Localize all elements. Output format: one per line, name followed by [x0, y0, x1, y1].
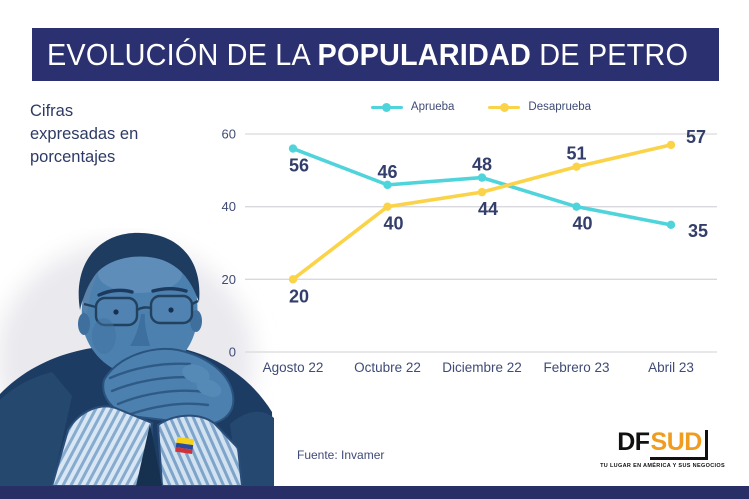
logo-df-text: DF: [617, 428, 650, 456]
nose: [130, 314, 150, 346]
colombia-flag-pin: [175, 436, 195, 455]
value-label-aprueba: 48: [472, 155, 492, 175]
tie: [136, 424, 162, 486]
suit-lapel: [0, 372, 72, 486]
data-point-aprueba: [383, 180, 392, 190]
title-banner: EVOLUCIÓN DE LA POPULARIDAD DE PETRO: [32, 28, 719, 81]
legend-label: Desaprueba: [528, 101, 592, 113]
y-tick-label: 0: [229, 345, 236, 360]
legend-item-desaprueba: Desaprueba: [488, 101, 591, 113]
dfsud-logo: DFSUD TU LUGAR EN AMÉRICA Y SUS NEGOCIOS: [600, 430, 725, 470]
units-caption: Cifras expresadas en porcentajes: [30, 102, 139, 166]
y-tick-label: 20: [222, 272, 236, 287]
data-point-desaprueba: [572, 162, 581, 171]
hair: [78, 232, 200, 310]
petro-photo: [0, 232, 274, 486]
value-label-desaprueba: 40: [383, 214, 403, 234]
x-tick-label: Agosto 22: [263, 360, 324, 375]
value-label-aprueba: 56: [289, 156, 309, 176]
ear-left: [78, 313, 90, 335]
logo-sud-text: SUD: [649, 430, 708, 460]
logo-tagline: TU LUGAR EN AMÉRICA Y SUS NEGOCIOS: [600, 463, 725, 469]
value-label-desaprueba: 20: [289, 286, 309, 306]
data-point-desaprueba: [288, 275, 298, 284]
legend-label: Aprueba: [410, 101, 455, 113]
value-label-aprueba: 46: [377, 162, 397, 182]
dfsud-wordmark: DFSUD: [600, 430, 725, 460]
value-label-desaprueba: 51: [566, 144, 586, 164]
page-title: EVOLUCIÓN DE LA POPULARIDAD DE PETRO: [47, 37, 688, 73]
clasped-hands: [102, 348, 235, 426]
value-label-aprueba: 40: [572, 214, 592, 234]
data-point-desaprueba: [666, 140, 676, 150]
x-tick-label: Diciembre 22: [442, 360, 522, 375]
eye-right: [168, 307, 174, 313]
value-label-desaprueba: 57: [686, 127, 706, 147]
x-tick-label: Abril 23: [648, 360, 694, 375]
title-suffix: DE PETRO: [531, 36, 689, 72]
legend-marker-icon: [370, 102, 403, 112]
cuff-right: [156, 414, 244, 486]
value-label-desaprueba: 44: [478, 199, 498, 219]
forehead-highlight: [98, 255, 182, 293]
legend-marker-icon: [488, 102, 521, 112]
y-tick-label: 60: [222, 127, 236, 142]
brow-left: [97, 288, 134, 297]
cuff-left: [50, 405, 154, 486]
legend-item-aprueba: Aprueba: [370, 101, 455, 113]
data-point-aprueba: [477, 173, 487, 182]
y-tick-label: 40: [222, 199, 236, 214]
popularity-line-chart: 60 40 20 0 Agosto 22 Octubre 22 Diciembre 22 Fe…: [222, 127, 717, 375]
source-note: Fuente: Invamer: [297, 448, 385, 462]
chart-legend: Aprueba Desaprueba: [245, 101, 717, 113]
title-prefix: EVOLUCIÓN DE LA: [47, 36, 318, 72]
bottom-bar: [0, 486, 749, 499]
eye-left: [113, 309, 119, 315]
brow-right: [151, 287, 188, 293]
data-point-aprueba: [666, 220, 676, 230]
data-point-desaprueba: [383, 202, 392, 211]
cheek-shade: [92, 318, 116, 354]
x-tick-label: Octubre 22: [354, 360, 421, 375]
data-point-aprueba: [288, 144, 298, 153]
x-tick-label: Febrero 23: [543, 360, 609, 375]
data-point-aprueba: [572, 202, 581, 211]
title-emphasis: POPULARIDAD: [317, 36, 532, 72]
data-point-desaprueba: [477, 187, 487, 197]
value-label-aprueba: 35: [688, 221, 708, 241]
